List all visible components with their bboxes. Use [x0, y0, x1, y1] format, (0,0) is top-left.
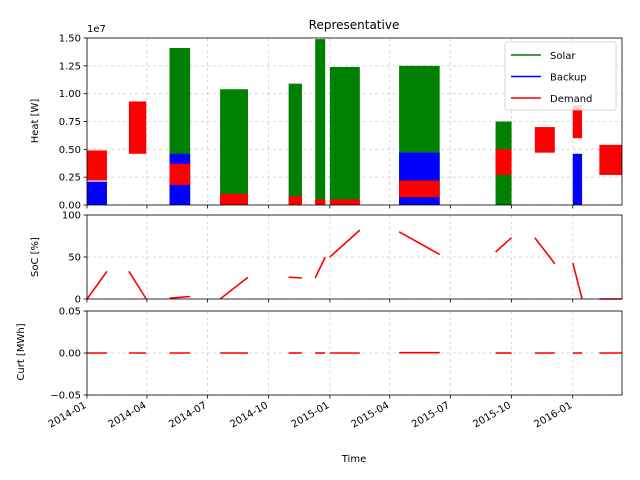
series-line: [495, 237, 513, 253]
heat-y-ticks: 0.00 0.25 0.50 0.75 1.00 1.25 1.50: [59, 34, 87, 212]
y-tick-label: 0.05: [59, 307, 81, 318]
backup-bar: [87, 181, 107, 205]
demand-band: [329, 199, 360, 205]
demand-band: [288, 196, 302, 205]
series-line: [219, 276, 249, 300]
series-line: [534, 237, 556, 265]
y-tick-label: 0.75: [59, 117, 81, 128]
heat-offset-label: 1e7: [87, 24, 106, 35]
series-line: [314, 256, 326, 279]
legend-label: Solar: [550, 51, 576, 62]
curt-y-ticks: −0.05 0.00 0.05: [50, 307, 87, 402]
y-tick-label: 0.00: [59, 201, 81, 212]
y-tick-label: 0: [75, 295, 81, 306]
series-line: [86, 270, 108, 300]
demand-band: [599, 144, 622, 175]
legend-label: Demand: [550, 94, 592, 105]
curt-y-label: Curt [MWh]: [16, 323, 27, 380]
y-tick-label: 1.25: [59, 61, 81, 72]
series-line: [169, 295, 191, 299]
y-tick-label: 0.00: [59, 349, 81, 360]
solar-bar: [288, 83, 302, 205]
backup-bar: [572, 153, 583, 205]
y-tick-label: 0.50: [59, 145, 81, 156]
curt-x-ticks: [86, 395, 574, 399]
demand-band: [399, 180, 440, 198]
series-line: [572, 262, 583, 300]
legend-box: [504, 41, 617, 111]
y-tick-label: 50: [68, 253, 81, 264]
solar-bar: [220, 89, 249, 205]
solar-bar: [329, 66, 360, 206]
demand-band: [128, 101, 147, 154]
demand-band: [572, 104, 583, 139]
y-tick-label: 100: [62, 211, 81, 222]
demand-band: [87, 150, 107, 181]
demand-band: [220, 193, 249, 205]
series-line: [329, 229, 361, 258]
demand-band: [495, 149, 512, 175]
y-tick-label: 1.50: [59, 34, 81, 45]
soc-y-ticks: 0 50 100: [62, 211, 87, 306]
heat-x-ticks: [86, 205, 574, 209]
heat-panel: 0.00 0.25 0.50 0.75 1.00 1.25 1.50 Representat…: [30, 18, 623, 212]
y-tick-label: 0.25: [59, 173, 81, 184]
soc-panel: 0 50 100 SoC [%]: [30, 211, 623, 306]
x-axis-label: Time: [341, 454, 366, 465]
series-line: [398, 231, 441, 256]
y-tick-label: −0.05: [50, 391, 81, 402]
demand-band: [315, 199, 326, 205]
chart-title: Representative: [309, 18, 400, 32]
series-line: [128, 270, 147, 300]
series-line: [288, 276, 302, 279]
soc-x-ticks: [86, 299, 574, 303]
legend: Solar Backup Demand: [504, 41, 617, 111]
demand-band: [169, 163, 191, 185]
soc-lines: [86, 229, 622, 300]
solar-bar: [315, 39, 326, 205]
heat-bars: [87, 39, 622, 206]
heat-y-label: Heat [W]: [30, 99, 41, 144]
legend-label: Backup: [550, 73, 587, 84]
demand-band: [534, 127, 555, 153]
y-tick-label: 1.00: [59, 89, 81, 100]
soc-y-label: SoC [%]: [30, 237, 41, 277]
